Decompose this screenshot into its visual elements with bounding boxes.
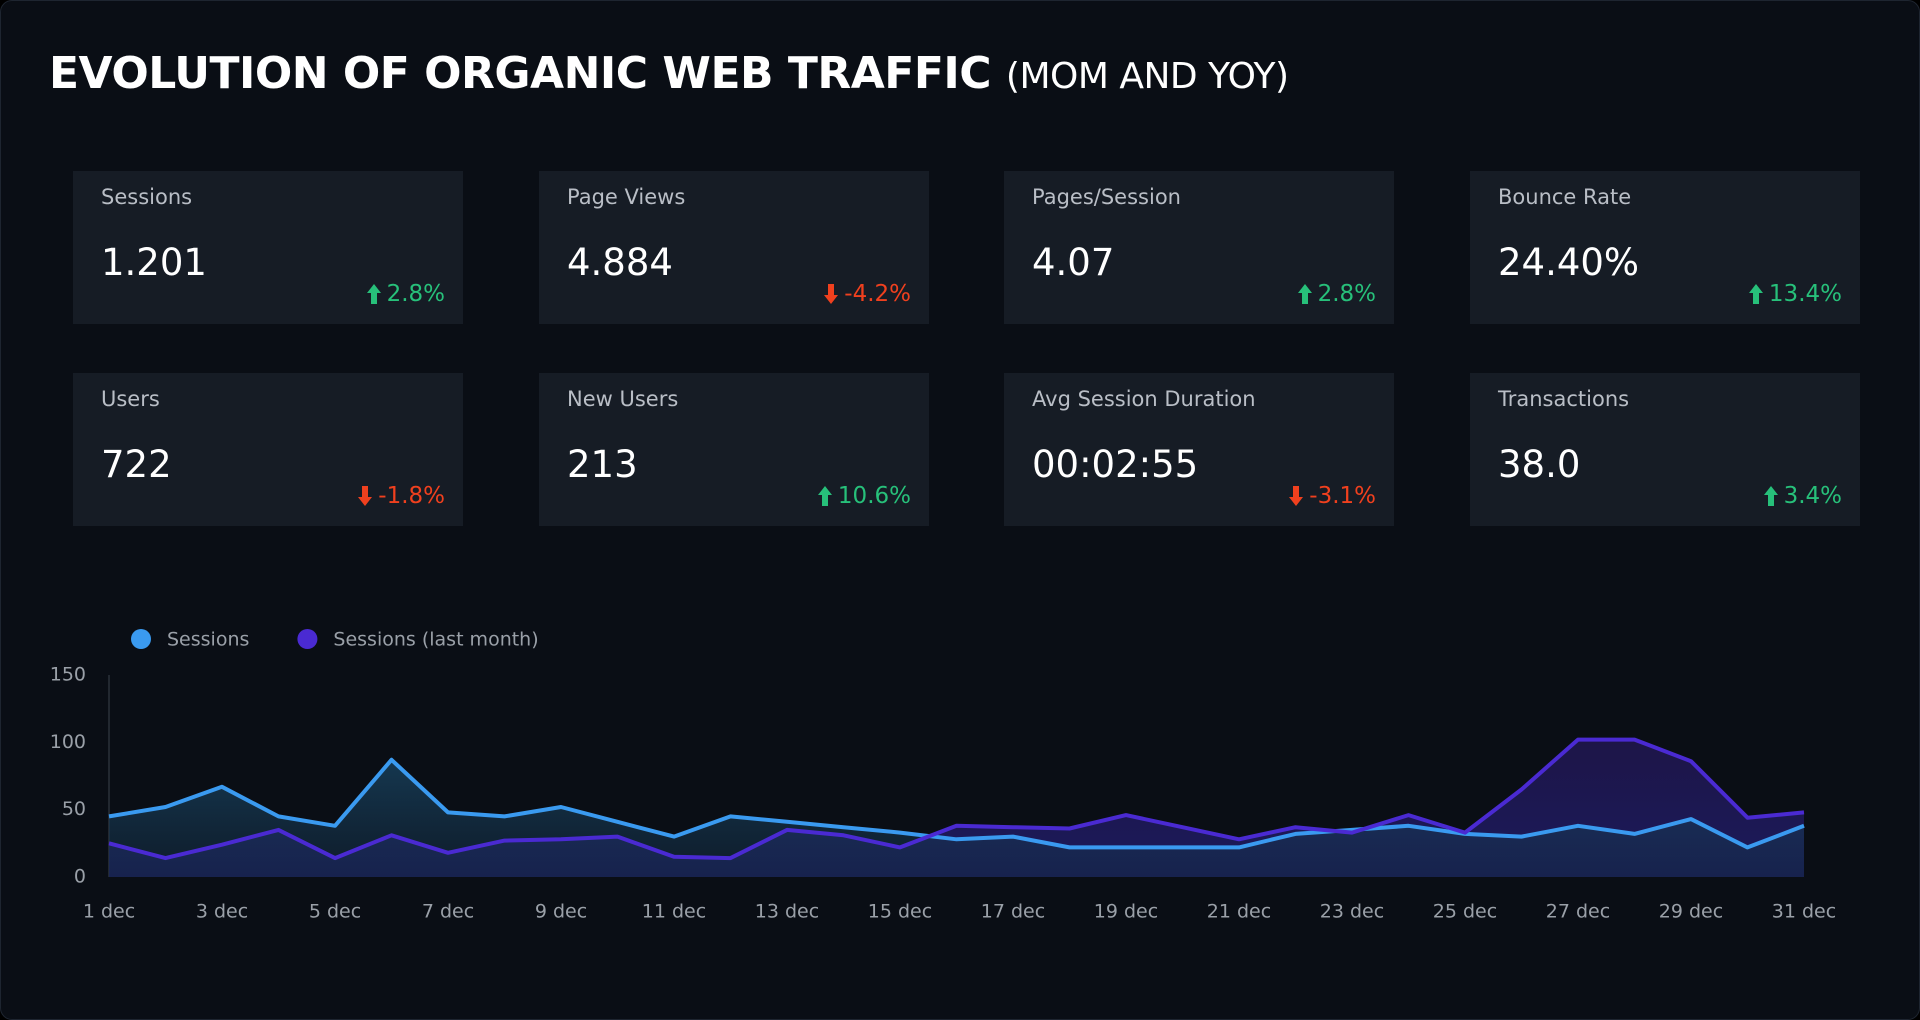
x-tick-label: 1 dec bbox=[83, 901, 135, 923]
kpi-change-text: 10.6% bbox=[837, 483, 911, 509]
kpi-label: Avg Session Duration bbox=[1032, 387, 1256, 411]
kpi-change: 2.8% bbox=[366, 281, 445, 307]
arrow-down bbox=[1289, 486, 1304, 506]
x-tick-label: 3 dec bbox=[196, 901, 248, 923]
kpi-change: -1.8% bbox=[358, 483, 445, 509]
series-line bbox=[108, 757, 1805, 850]
x-tick-label: 21 dec bbox=[1207, 901, 1271, 923]
y-tick-label: 150 bbox=[50, 664, 86, 686]
kpi-card: Transactions 38.0 3.4% bbox=[1470, 373, 1860, 526]
kpi-change: 3.4% bbox=[1763, 483, 1842, 509]
kpi-change-text: -1.8% bbox=[378, 483, 445, 509]
y-tick-label: 100 bbox=[50, 731, 86, 753]
arrow-up bbox=[1763, 486, 1778, 506]
x-tick-label: 29 dec bbox=[1659, 901, 1723, 923]
kpi-card: Bounce Rate 24.40% 13.4% bbox=[1470, 171, 1860, 324]
kpi-card: Pages/Session 4.07 2.8% bbox=[1004, 171, 1394, 324]
arrow-down bbox=[824, 284, 839, 304]
kpi-change-text: 2.8% bbox=[1317, 281, 1376, 307]
arrow-shape bbox=[824, 284, 839, 304]
x-tick-label: 23 dec bbox=[1320, 901, 1384, 923]
y-tick-label: 50 bbox=[62, 798, 86, 820]
x-tick-label: 25 dec bbox=[1433, 901, 1497, 923]
kpi-value: 4.884 bbox=[567, 241, 673, 284]
arrow-shape bbox=[1748, 284, 1763, 304]
kpi-value: 00:02:55 bbox=[1032, 443, 1199, 486]
series-line bbox=[108, 737, 1805, 861]
arrow-shape bbox=[1289, 486, 1304, 506]
kpi-card: Users 722 -1.8% bbox=[73, 373, 463, 526]
kpi-card: Avg Session Duration 00:02:55 -3.1% bbox=[1004, 373, 1394, 526]
arrow-shape bbox=[1297, 284, 1312, 304]
x-tick-label: 11 dec bbox=[642, 901, 706, 923]
kpi-label: Pages/Session bbox=[1032, 185, 1181, 209]
legend-label: Sessions bbox=[167, 629, 249, 651]
arrow-shape bbox=[1763, 486, 1778, 506]
x-tick-label: 15 dec bbox=[868, 901, 932, 923]
kpi-label: Transactions bbox=[1498, 387, 1630, 411]
page-title: EVOLUTION OF ORGANIC WEB TRAFFIC (MOM AN… bbox=[49, 48, 1289, 99]
arrow-shape bbox=[366, 284, 381, 304]
x-tick-label: 17 dec bbox=[981, 901, 1045, 923]
arrow-up bbox=[1297, 284, 1312, 304]
kpi-label: New Users bbox=[567, 387, 679, 411]
arrow-down bbox=[358, 486, 373, 506]
kpi-change: -4.2% bbox=[824, 281, 911, 307]
x-tick-label: 13 dec bbox=[755, 901, 819, 923]
kpi-change: 10.6% bbox=[817, 483, 911, 509]
legend-label: Sessions (last month) bbox=[333, 629, 538, 651]
kpi-value: 24.40% bbox=[1498, 241, 1640, 284]
kpi-label: Sessions bbox=[101, 185, 193, 209]
kpi-label: Page Views bbox=[567, 185, 686, 209]
legend-swatch bbox=[297, 629, 318, 649]
x-tick-label: 7 dec bbox=[422, 901, 474, 923]
kpi-label: Bounce Rate bbox=[1498, 185, 1632, 209]
kpi-card: Page Views 4.884 -4.2% bbox=[539, 171, 929, 324]
arrow-shape bbox=[817, 486, 832, 506]
kpi-change-text: 3.4% bbox=[1783, 483, 1842, 509]
kpi-change-text: -4.2% bbox=[844, 281, 911, 307]
x-tick-label: 31 dec bbox=[1772, 901, 1836, 923]
kpi-value: 213 bbox=[567, 443, 638, 486]
y-tick-label: 0 bbox=[74, 866, 86, 888]
x-tick-label: 5 dec bbox=[309, 901, 361, 923]
x-tick-label: 9 dec bbox=[535, 901, 587, 923]
kpi-label: Users bbox=[101, 387, 160, 411]
x-tick-label: 27 dec bbox=[1546, 901, 1610, 923]
arrow-shape bbox=[358, 486, 373, 506]
kpi-change-text: 2.8% bbox=[386, 281, 445, 307]
kpi-value: 722 bbox=[101, 443, 172, 486]
kpi-change-text: 13.4% bbox=[1768, 281, 1842, 307]
arrow-up bbox=[366, 284, 381, 304]
kpi-card: Sessions 1.201 2.8% bbox=[73, 171, 463, 324]
kpi-change: -3.1% bbox=[1289, 483, 1376, 509]
arrow-up bbox=[817, 486, 832, 506]
x-tick-label: 19 dec bbox=[1094, 901, 1158, 923]
legend-swatch bbox=[131, 629, 151, 649]
kpi-change: 13.4% bbox=[1748, 281, 1842, 307]
kpi-value: 4.07 bbox=[1032, 241, 1115, 284]
kpi-value: 1.201 bbox=[101, 241, 207, 284]
title: EVOLUTION OF ORGANIC WEB TRAFFIC bbox=[49, 48, 992, 99]
arrow-up bbox=[1748, 284, 1763, 304]
kpi-change: 2.8% bbox=[1297, 281, 1376, 307]
subtitle: (MOM AND YOY) bbox=[1005, 56, 1289, 97]
kpi-value: 38.0 bbox=[1498, 443, 1581, 486]
kpi-card: New Users 213 10.6% bbox=[539, 373, 929, 526]
series-area bbox=[109, 759, 1804, 877]
kpi-change-text: -3.1% bbox=[1309, 483, 1376, 509]
